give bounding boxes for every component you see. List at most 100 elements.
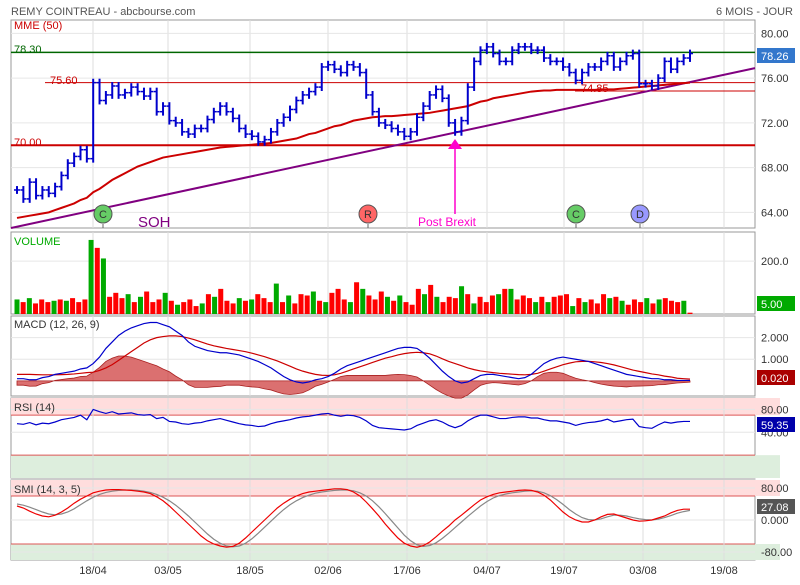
volume-bar — [273, 283, 279, 314]
volume-bar — [631, 299, 637, 314]
volume-y-tick-label: 200.0 — [761, 256, 789, 268]
rsi-y-tick-label: 80.00 — [761, 404, 789, 416]
panel-price — [10, 19, 756, 229]
macd-signal-line — [17, 335, 691, 380]
volume-bar — [144, 291, 150, 314]
volume-bar — [267, 302, 273, 314]
volume-bar — [76, 302, 82, 314]
volume-bar — [107, 296, 113, 314]
volume-bar — [39, 299, 45, 314]
volume-bar — [551, 296, 557, 314]
macd-last-value: 0.020 — [761, 373, 789, 385]
volume-bar — [601, 294, 607, 314]
volume-bar — [175, 304, 181, 314]
volume-last-value: 5.00 — [761, 299, 782, 311]
volume-bar — [100, 258, 106, 314]
volume-bar — [310, 291, 316, 314]
event-marker — [630, 204, 650, 224]
hline-label-70-00: 70.00 — [14, 137, 42, 149]
volume-bar — [514, 299, 520, 314]
volume-bar — [279, 302, 285, 314]
rsi-last-value: 59.35 — [761, 420, 789, 432]
price-y-tick-label: 68.00 — [761, 163, 789, 175]
volume-bar — [496, 294, 502, 314]
macd-last-value-box — [757, 370, 795, 385]
rsi-band-1 — [11, 455, 780, 478]
volume-bar — [230, 303, 236, 314]
volume-bar — [409, 304, 415, 314]
volume-bar — [242, 300, 248, 314]
price-y-tick-label: 76.00 — [761, 73, 789, 85]
volume-bar — [304, 295, 310, 314]
volume-bar — [681, 300, 687, 314]
x-tick-label: 19/07 — [550, 565, 578, 577]
volume-bar — [218, 288, 224, 314]
x-tick-label: 18/04 — [79, 565, 107, 577]
volume-bar — [156, 299, 162, 314]
volume-bar — [360, 288, 366, 314]
volume-bar — [384, 296, 390, 314]
volume-bar — [88, 239, 94, 314]
event-marker-letter: C — [572, 209, 580, 221]
volume-bar — [298, 294, 304, 314]
volume-bar — [193, 306, 199, 314]
volume-bar — [63, 300, 69, 314]
volume-bar — [57, 299, 63, 314]
macd-y-tick-label: 1.000 — [761, 354, 789, 366]
volume-bar — [607, 298, 613, 314]
volume-bar — [508, 288, 514, 314]
macd-y-tick-label: 2.000 — [761, 333, 789, 345]
volume-bar — [255, 294, 261, 314]
volume-bar — [613, 296, 619, 314]
smi-last-value: 27.08 — [761, 502, 789, 514]
volume-bar — [168, 300, 174, 314]
price-last-value: 78.26 — [761, 51, 789, 63]
volume-bar — [582, 302, 588, 314]
event-marker-letter: C — [99, 209, 107, 221]
volume-bar — [625, 304, 631, 314]
volume-bar — [428, 284, 434, 314]
volume-bar — [452, 298, 458, 314]
volume-bar — [656, 299, 662, 314]
x-tick-label: 04/07 — [473, 565, 501, 577]
event-marker-letter: R — [364, 209, 372, 221]
volume-bar — [187, 299, 193, 314]
volume-bar — [20, 302, 26, 314]
volume-bar — [162, 292, 168, 314]
x-tick-label: 18/05 — [236, 565, 264, 577]
smi-line — [16, 488, 690, 548]
volume-bar — [526, 298, 532, 314]
volume-bar — [26, 298, 32, 314]
price-y-tick-label: 72.00 — [761, 118, 789, 130]
volume-bar — [125, 294, 131, 314]
volume-bar — [249, 299, 255, 314]
volume-bar — [113, 292, 119, 314]
volume-bar — [650, 303, 656, 314]
volume-bar — [236, 298, 242, 314]
volume-bar — [471, 303, 477, 314]
smi-y-tick-label: 0.000 — [761, 515, 789, 527]
volume-bar — [687, 312, 693, 314]
event-marker — [566, 204, 586, 224]
volume-bar — [594, 303, 600, 314]
volume-bar — [286, 295, 292, 314]
volume-bar — [668, 300, 674, 314]
price-indicator-label: MME (50) — [14, 20, 62, 32]
volume-bar — [378, 291, 384, 314]
volume-bar — [502, 288, 508, 314]
volume-bar — [570, 306, 576, 314]
hline-label-78-30: 78.30 — [14, 44, 42, 56]
event-marker-letter: D — [636, 209, 644, 221]
volume-bar — [422, 294, 428, 314]
volume-bar — [51, 300, 57, 314]
volume-bar — [465, 294, 471, 314]
volume-bar — [199, 303, 205, 314]
volume-bar — [347, 302, 353, 314]
trendline — [10, 67, 756, 229]
volume-bar — [137, 296, 143, 314]
volume-bar — [224, 300, 230, 314]
post-brexit-arrow-head — [448, 139, 462, 149]
annotation-post-brexit: Post Brexit — [418, 215, 477, 229]
